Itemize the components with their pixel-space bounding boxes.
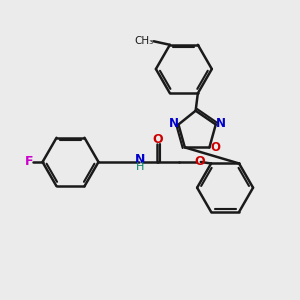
Text: O: O bbox=[153, 133, 164, 146]
Text: N: N bbox=[216, 116, 226, 130]
Text: F: F bbox=[24, 155, 33, 169]
Text: O: O bbox=[194, 155, 205, 168]
Text: CH₃: CH₃ bbox=[135, 36, 154, 46]
Text: N: N bbox=[168, 116, 178, 130]
Text: N: N bbox=[135, 152, 146, 166]
Text: H: H bbox=[136, 162, 145, 172]
Text: O: O bbox=[210, 141, 220, 154]
